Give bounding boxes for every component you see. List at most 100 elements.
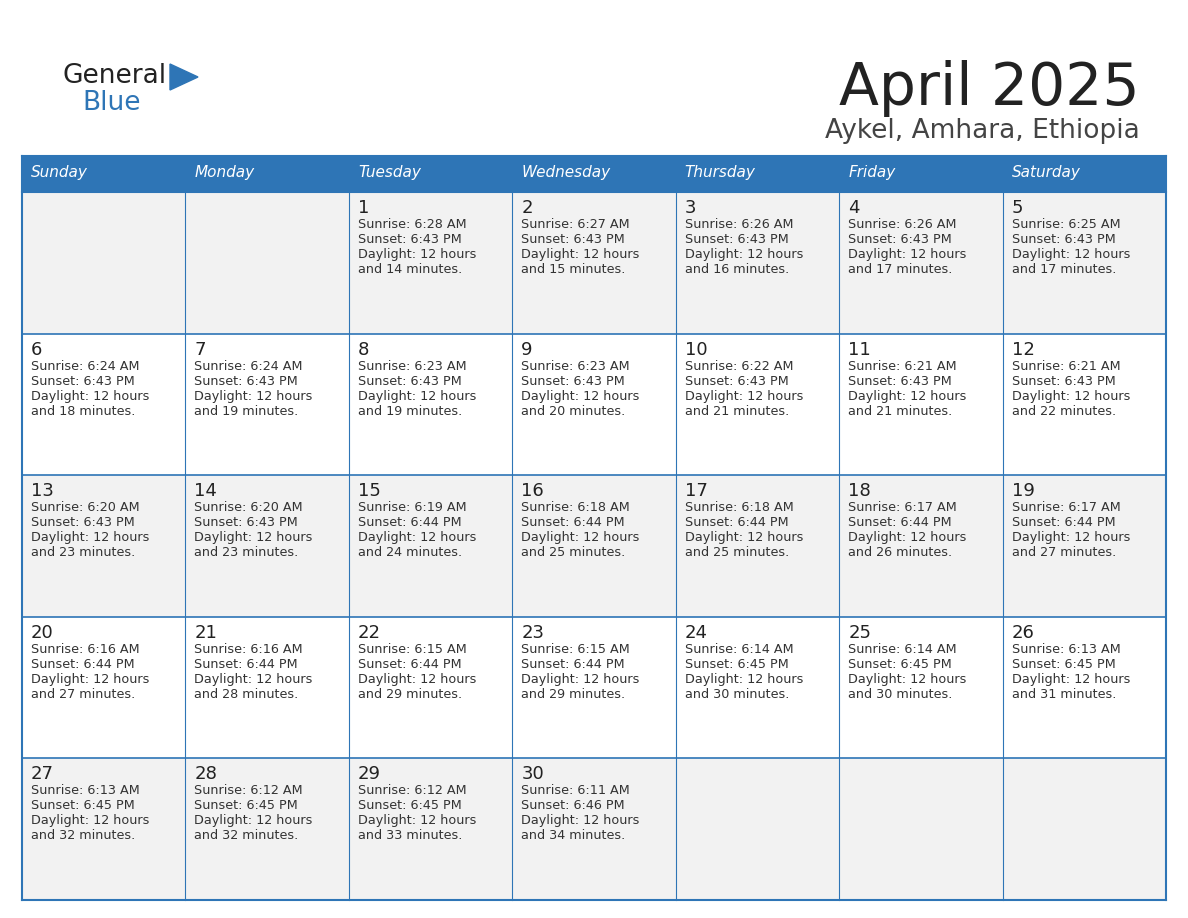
Text: Sunrise: 6:13 AM: Sunrise: 6:13 AM	[1011, 643, 1120, 655]
Text: Daylight: 12 hours: Daylight: 12 hours	[31, 532, 150, 544]
Text: Sunrise: 6:13 AM: Sunrise: 6:13 AM	[31, 784, 140, 798]
Text: 22: 22	[358, 624, 381, 642]
Text: 12: 12	[1011, 341, 1035, 359]
Bar	[1003, 476, 1165, 617]
Text: Daylight: 12 hours: Daylight: 12 hours	[684, 248, 803, 261]
Text: Sunset: 6:43 PM: Sunset: 6:43 PM	[358, 375, 462, 387]
Text: and 34 minutes.: and 34 minutes.	[522, 829, 626, 843]
Text: and 30 minutes.: and 30 minutes.	[848, 688, 953, 700]
Text: Daylight: 12 hours: Daylight: 12 hours	[195, 673, 312, 686]
Text: Sunset: 6:44 PM: Sunset: 6:44 PM	[684, 516, 789, 529]
Text: Tuesday: Tuesday	[358, 165, 421, 181]
Text: Sunrise: 6:16 AM: Sunrise: 6:16 AM	[195, 643, 303, 655]
Bar	[23, 476, 185, 617]
Text: Aykel, Amhara, Ethiopia: Aykel, Amhara, Ethiopia	[826, 118, 1140, 144]
Text: Sunrise: 6:24 AM: Sunrise: 6:24 AM	[195, 360, 303, 373]
Text: Thursday: Thursday	[684, 165, 756, 181]
Text: 19: 19	[1011, 482, 1035, 500]
Text: Sunset: 6:45 PM: Sunset: 6:45 PM	[195, 800, 298, 812]
Bar	[349, 758, 512, 900]
Text: Daylight: 12 hours: Daylight: 12 hours	[31, 814, 150, 827]
Text: Sunrise: 6:24 AM: Sunrise: 6:24 AM	[31, 360, 139, 373]
Bar	[349, 192, 512, 333]
Text: Sunset: 6:43 PM: Sunset: 6:43 PM	[684, 375, 789, 387]
Text: Sunset: 6:45 PM: Sunset: 6:45 PM	[848, 658, 952, 671]
Bar	[349, 156, 512, 192]
Text: Sunrise: 6:20 AM: Sunrise: 6:20 AM	[31, 501, 140, 514]
Polygon shape	[170, 64, 198, 90]
Bar	[1003, 156, 1165, 192]
Text: Daylight: 12 hours: Daylight: 12 hours	[522, 673, 639, 686]
Text: and 31 minutes.: and 31 minutes.	[1011, 688, 1116, 700]
Bar	[839, 192, 1003, 333]
Text: 17: 17	[684, 482, 708, 500]
Bar	[512, 156, 676, 192]
Text: Daylight: 12 hours: Daylight: 12 hours	[848, 532, 967, 544]
Bar	[676, 476, 839, 617]
Text: and 26 minutes.: and 26 minutes.	[848, 546, 953, 559]
Text: 24: 24	[684, 624, 708, 642]
Text: Sunset: 6:44 PM: Sunset: 6:44 PM	[848, 516, 952, 529]
Bar	[349, 476, 512, 617]
Text: and 32 minutes.: and 32 minutes.	[31, 829, 135, 843]
Text: and 15 minutes.: and 15 minutes.	[522, 263, 626, 276]
Text: 15: 15	[358, 482, 380, 500]
Text: Daylight: 12 hours: Daylight: 12 hours	[1011, 673, 1130, 686]
Text: and 24 minutes.: and 24 minutes.	[358, 546, 462, 559]
Text: Sunset: 6:43 PM: Sunset: 6:43 PM	[195, 516, 298, 529]
Text: Daylight: 12 hours: Daylight: 12 hours	[195, 389, 312, 403]
Text: 6: 6	[31, 341, 43, 359]
Text: Daylight: 12 hours: Daylight: 12 hours	[684, 673, 803, 686]
Text: Daylight: 12 hours: Daylight: 12 hours	[522, 248, 639, 261]
Text: Saturday: Saturday	[1011, 165, 1080, 181]
Text: Sunrise: 6:23 AM: Sunrise: 6:23 AM	[522, 360, 630, 373]
Text: Sunrise: 6:17 AM: Sunrise: 6:17 AM	[1011, 501, 1120, 514]
Text: Sunset: 6:43 PM: Sunset: 6:43 PM	[358, 233, 462, 246]
Text: Sunrise: 6:19 AM: Sunrise: 6:19 AM	[358, 501, 467, 514]
Text: Daylight: 12 hours: Daylight: 12 hours	[358, 248, 476, 261]
Text: Sunrise: 6:21 AM: Sunrise: 6:21 AM	[1011, 360, 1120, 373]
Text: Sunset: 6:45 PM: Sunset: 6:45 PM	[31, 800, 134, 812]
Text: Daylight: 12 hours: Daylight: 12 hours	[31, 673, 150, 686]
Bar	[1003, 758, 1165, 900]
Bar	[349, 333, 512, 476]
Text: Daylight: 12 hours: Daylight: 12 hours	[358, 814, 476, 827]
Text: Sunrise: 6:11 AM: Sunrise: 6:11 AM	[522, 784, 630, 798]
Bar	[185, 476, 349, 617]
Text: General: General	[62, 63, 166, 89]
Text: and 28 minutes.: and 28 minutes.	[195, 688, 298, 700]
Bar	[839, 617, 1003, 758]
Bar	[839, 333, 1003, 476]
Bar	[185, 617, 349, 758]
Text: 13: 13	[31, 482, 53, 500]
Text: Sunrise: 6:18 AM: Sunrise: 6:18 AM	[522, 501, 630, 514]
Text: Sunrise: 6:12 AM: Sunrise: 6:12 AM	[195, 784, 303, 798]
Text: Sunrise: 6:15 AM: Sunrise: 6:15 AM	[522, 643, 630, 655]
Bar	[839, 758, 1003, 900]
Text: Daylight: 12 hours: Daylight: 12 hours	[684, 532, 803, 544]
Text: 4: 4	[848, 199, 860, 217]
Text: 16: 16	[522, 482, 544, 500]
Text: Sunset: 6:43 PM: Sunset: 6:43 PM	[848, 233, 952, 246]
Bar	[1003, 617, 1165, 758]
Text: and 21 minutes.: and 21 minutes.	[848, 405, 953, 418]
Text: Sunset: 6:43 PM: Sunset: 6:43 PM	[1011, 375, 1116, 387]
Bar	[676, 758, 839, 900]
Text: Sunrise: 6:12 AM: Sunrise: 6:12 AM	[358, 784, 467, 798]
Text: Sunrise: 6:28 AM: Sunrise: 6:28 AM	[358, 218, 467, 231]
Text: Daylight: 12 hours: Daylight: 12 hours	[522, 389, 639, 403]
Text: and 25 minutes.: and 25 minutes.	[684, 546, 789, 559]
Text: Sunrise: 6:17 AM: Sunrise: 6:17 AM	[848, 501, 956, 514]
Text: and 32 minutes.: and 32 minutes.	[195, 829, 298, 843]
Text: Sunset: 6:44 PM: Sunset: 6:44 PM	[1011, 516, 1116, 529]
Bar	[1003, 192, 1165, 333]
Text: and 23 minutes.: and 23 minutes.	[31, 546, 135, 559]
Text: and 14 minutes.: and 14 minutes.	[358, 263, 462, 276]
Text: Sunset: 6:43 PM: Sunset: 6:43 PM	[522, 233, 625, 246]
Bar	[185, 192, 349, 333]
Text: Sunrise: 6:21 AM: Sunrise: 6:21 AM	[848, 360, 956, 373]
Text: Daylight: 12 hours: Daylight: 12 hours	[522, 532, 639, 544]
Text: and 19 minutes.: and 19 minutes.	[358, 405, 462, 418]
Text: 26: 26	[1011, 624, 1035, 642]
Text: 7: 7	[195, 341, 206, 359]
